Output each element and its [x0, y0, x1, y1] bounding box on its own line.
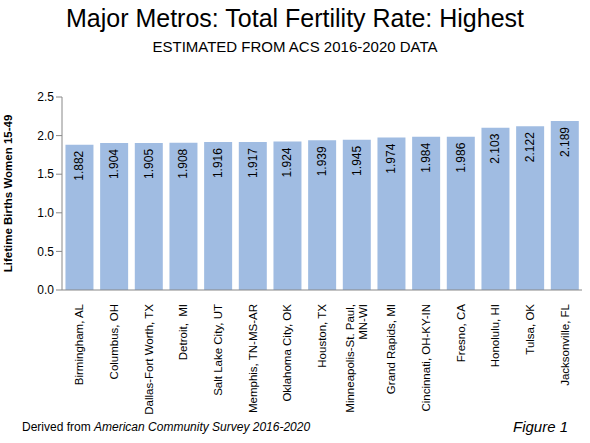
svg-text:Lifetime Births Women 15-49: Lifetime Births Women 15-49 [8, 115, 14, 273]
svg-text:1.984: 1.984 [419, 143, 433, 173]
svg-text:MN-WI: MN-WI [357, 304, 369, 340]
svg-text:2.0: 2.0 [37, 129, 54, 143]
svg-text:1.908: 1.908 [176, 148, 190, 178]
html-text:Major Metros: Total Fertility: Major Metros: Total Fertility Rate: High… [66, 4, 524, 32]
svg-text:1.945: 1.945 [350, 146, 364, 176]
html-text:ESTIMATED FROM ACS 2016-2020 D: ESTIMATED FROM ACS 2016-2020 DATA [152, 38, 438, 55]
svg-text:0.5: 0.5 [37, 245, 54, 259]
svg-text:1.974: 1.974 [384, 143, 398, 173]
svg-text:Minneapolis-St. Paul,: Minneapolis-St. Paul, [344, 304, 356, 413]
svg-text:1.882: 1.882 [72, 150, 86, 180]
svg-text:Tulsa, OK: Tulsa, OK [524, 304, 536, 355]
svg-text:1.924: 1.924 [280, 147, 294, 177]
svg-text:Memphis, TN-MS-AR: Memphis, TN-MS-AR [247, 304, 259, 413]
svg-text:Columbus, OH: Columbus, OH [108, 304, 120, 379]
svg-text:2.5: 2.5 [37, 90, 54, 104]
svg-text:1.904: 1.904 [107, 149, 121, 179]
svg-text:Fresno, CA: Fresno, CA [455, 304, 467, 362]
svg-text:Houston, TX: Houston, TX [316, 304, 328, 368]
svg-text:0.0: 0.0 [37, 283, 54, 297]
svg-text:Oklahoma City, OK: Oklahoma City, OK [281, 304, 293, 402]
svg-text:1.986: 1.986 [454, 142, 468, 172]
svg-text:1.5: 1.5 [37, 167, 54, 181]
html-text:Figure 1: Figure 1 [513, 418, 568, 435]
svg-text:1.905: 1.905 [142, 149, 156, 179]
svg-text:Cincinnati, OH-KY-IN: Cincinnati, OH-KY-IN [420, 304, 432, 412]
svg-text:Detroit, MI: Detroit, MI [177, 304, 189, 360]
svg-text:2.103: 2.103 [488, 133, 502, 163]
svg-text:1.917: 1.917 [246, 148, 260, 178]
svg-text:Birmingham, AL: Birmingham, AL [73, 303, 85, 385]
svg-text:Honolulu, HI: Honolulu, HI [489, 304, 501, 367]
svg-text:1.916: 1.916 [211, 148, 225, 178]
svg-text:1.0: 1.0 [37, 206, 54, 220]
svg-text:2.122: 2.122 [523, 132, 537, 162]
svg-text:Grand Rapids, MI: Grand Rapids, MI [385, 304, 397, 394]
svg-text:Jacksonville, FL: Jacksonville, FL [559, 303, 571, 385]
svg-text:Salt Lake City, UT: Salt Lake City, UT [212, 304, 224, 396]
html-text:Derived from American Communit: Derived from American Community Survey 2… [22, 420, 311, 434]
svg-text:1.939: 1.939 [315, 146, 329, 176]
svg-text:2.189: 2.189 [558, 127, 572, 157]
svg-text:Dallas-Fort Worth, TX: Dallas-Fort Worth, TX [143, 304, 155, 415]
